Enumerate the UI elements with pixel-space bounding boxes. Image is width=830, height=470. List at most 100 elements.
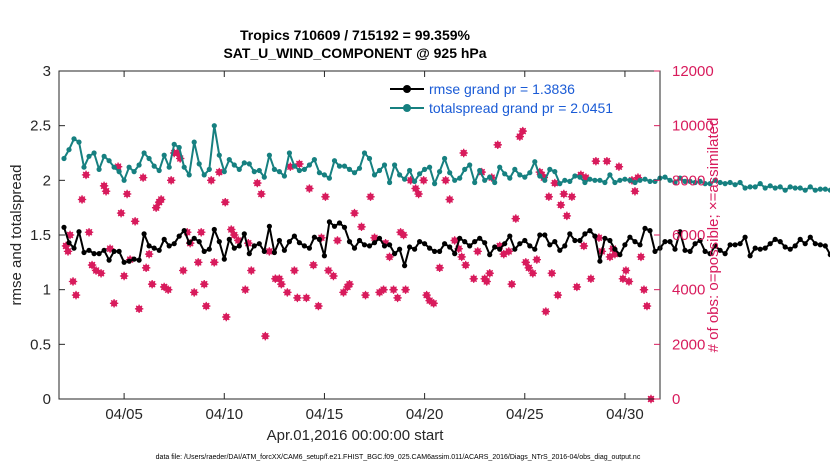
obs-marker <box>215 167 224 177</box>
totalspread-point <box>356 165 363 171</box>
obs-marker <box>130 217 140 226</box>
totalspread-point <box>702 181 708 187</box>
obs-marker <box>147 280 157 289</box>
totalspread-point <box>301 166 307 172</box>
y2-tick-label: 12000 <box>672 63 714 80</box>
obs-marker <box>286 162 295 171</box>
obs-marker <box>393 293 402 303</box>
obs-marker <box>116 208 126 218</box>
obs-marker <box>200 280 209 289</box>
totalspread-point <box>767 183 773 189</box>
rmse-point <box>707 251 713 257</box>
rmse-point <box>652 248 658 254</box>
rmse-point <box>387 242 393 248</box>
totalspread-point <box>392 162 398 168</box>
rmse-point <box>542 232 548 238</box>
totalspread-point <box>291 163 297 169</box>
rmse-point <box>642 225 648 231</box>
rmse-point <box>647 228 653 234</box>
totalspread-point <box>557 181 563 187</box>
obs-marker <box>329 271 338 281</box>
plot-area <box>59 71 660 399</box>
obs-marker <box>109 299 119 308</box>
totalspread-point <box>647 178 653 184</box>
obs-marker <box>241 285 250 294</box>
totalspread-point <box>397 172 403 178</box>
totalspread-point <box>276 169 282 175</box>
obs-marker <box>91 266 101 275</box>
obs-marker <box>119 271 129 281</box>
obs-marker <box>84 228 94 237</box>
obs-marker <box>151 203 161 212</box>
rmse-point <box>316 236 322 242</box>
obs-marker <box>544 192 554 201</box>
rmse-point <box>622 242 628 248</box>
rmse-point <box>161 236 167 242</box>
totalspread-point <box>607 172 613 178</box>
obs-marker <box>461 260 470 270</box>
rmse-point <box>632 239 638 245</box>
obs-marker <box>144 249 154 259</box>
obs-marker <box>553 290 563 300</box>
totalspread-point <box>562 177 568 183</box>
x-tick-label: 04/20 <box>406 406 444 423</box>
obs-marker <box>138 173 148 182</box>
rmse-point <box>261 248 267 254</box>
totalspread-point <box>717 179 723 186</box>
obs-marker <box>450 236 459 245</box>
obs-marker <box>345 280 354 289</box>
rmse-point <box>452 251 458 257</box>
rmse-point <box>612 246 618 252</box>
rmse-point <box>326 219 332 225</box>
totalspread-point <box>231 162 237 168</box>
totalspread-point <box>707 181 713 187</box>
obs-marker <box>221 198 230 207</box>
y-tick-label: 1 <box>43 282 51 299</box>
obs-marker <box>621 266 631 275</box>
rmse-point <box>106 257 112 263</box>
rmse-point <box>236 243 242 249</box>
totalspread-point <box>827 187 830 193</box>
y-tick-label: 2.5 <box>30 118 51 135</box>
obs-marker <box>293 293 302 303</box>
x-tick-label: 04/15 <box>306 406 344 423</box>
totalspread-point <box>196 161 202 167</box>
obs-marker <box>457 252 466 262</box>
obs-marker <box>350 208 359 218</box>
rmse-point <box>66 240 72 246</box>
rmse-point <box>276 237 282 244</box>
rmse-point <box>777 239 783 245</box>
rmse-point <box>462 239 468 245</box>
rmse-point <box>752 245 758 251</box>
obs-marker <box>333 236 342 245</box>
rmse-point <box>567 231 573 237</box>
totalspread-point <box>467 162 473 168</box>
totalspread-point <box>627 177 633 183</box>
totalspread-point <box>236 166 242 172</box>
rmse-point <box>166 243 172 249</box>
totalspread-point <box>792 185 798 191</box>
x-tick-label: 04/10 <box>206 406 244 423</box>
rmse-point <box>827 252 830 258</box>
rmse-point <box>762 245 768 251</box>
obs-marker <box>399 230 408 240</box>
rmse-point <box>71 245 77 251</box>
rmse-point <box>787 246 793 252</box>
totalspread-point <box>777 184 783 190</box>
totalspread-point <box>512 166 518 172</box>
totalspread-point <box>772 185 778 191</box>
rmse-point <box>417 239 423 245</box>
rmse-point <box>492 244 498 250</box>
rmse-point <box>552 239 558 245</box>
totalspread-point <box>622 176 628 182</box>
totalspread-point <box>602 179 608 186</box>
series-layer <box>61 123 830 404</box>
obs-marker <box>295 159 304 169</box>
totalspread-point <box>582 179 588 186</box>
obs-marker <box>504 247 513 256</box>
rmse-point <box>677 229 683 235</box>
totalspread-point <box>81 164 87 170</box>
legend-rmse-label: rmse grand pr = 1.3836 <box>429 81 575 97</box>
y2-axis-label: # of obs: o=possible; ×=assimilated <box>705 118 722 353</box>
rmse-point <box>96 251 102 257</box>
